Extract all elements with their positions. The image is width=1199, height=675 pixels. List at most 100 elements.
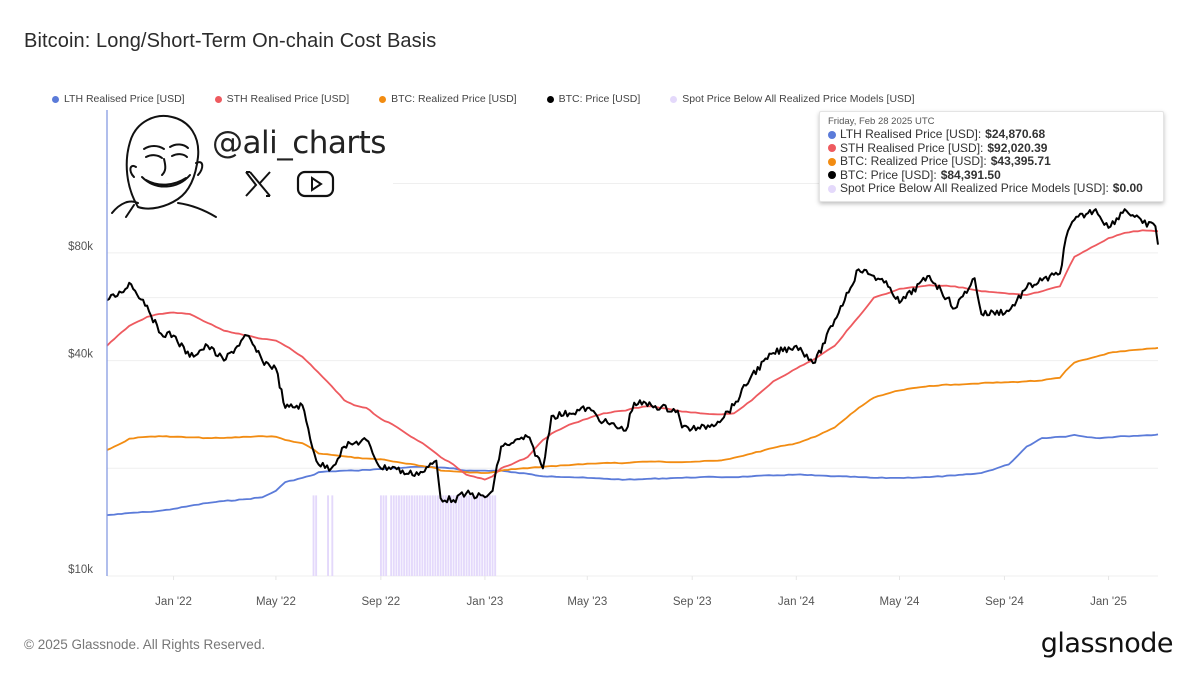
- grid-lines: [107, 183, 1158, 577]
- legend-label: Spot Price Below All Realized Price Mode…: [682, 93, 915, 105]
- youtube-icon: [296, 170, 335, 198]
- tooltip-value: $43,395.71: [990, 154, 1051, 168]
- series-lines: [106, 208, 1159, 516]
- x-tick-label: Sep '23: [673, 596, 712, 608]
- spot-below-band: [392, 495, 395, 576]
- tooltip-swatch-realized: [828, 157, 836, 166]
- spot-below-band: [395, 495, 398, 576]
- legend-item-realized[interactable]: BTC: Realized Price [USD]: [379, 93, 517, 105]
- spot-below-band: [385, 495, 388, 576]
- spot-below-band: [447, 495, 450, 576]
- spot-below-band: [327, 495, 329, 576]
- tooltip-row-price: BTC: Price [USD]: $84,391.50: [828, 167, 1163, 183]
- tooltip-label: BTC: Price [USD]:: [840, 167, 937, 182]
- spot-below-band: [390, 495, 393, 576]
- x-tick-label: Jan '22: [155, 596, 192, 608]
- spot-below-band: [470, 495, 473, 576]
- spot-below-band: [478, 495, 481, 576]
- tooltip-label: Spot Price Below All Realized Price Mode…: [840, 181, 1109, 195]
- tooltip-row-lth: LTH Realised Price [USD]: $24,870.68: [828, 127, 1163, 142]
- spot-below-band: [473, 495, 476, 576]
- spot-below-band: [434, 495, 437, 576]
- y-axis-ticks: $80k $40k $10k: [68, 241, 93, 576]
- legend-label: STH Realised Price [USD]: [226, 93, 350, 105]
- watermark: @ali_charts: [108, 107, 393, 219]
- y-tick-label: $10k: [68, 564, 93, 576]
- spot-below-band: [424, 495, 426, 576]
- y-tick-label: $40k: [68, 349, 93, 361]
- y-tick-label: $80k: [68, 241, 93, 253]
- legend-label: BTC: Realized Price [USD]: [391, 93, 517, 105]
- tooltip-label: BTC: Realized Price [USD]:: [840, 154, 987, 168]
- spot-below-band: [457, 495, 460, 576]
- tooltip-swatch-lth: [828, 130, 836, 139]
- tooltip-swatch-spot-below: [828, 184, 836, 193]
- series-line-sth-realised-price-usd[interactable]: [106, 229, 1158, 481]
- series-line-btc-price-usd[interactable]: [106, 208, 1159, 504]
- spot-below-band: [481, 495, 484, 576]
- legend-item-price[interactable]: BTC: Price [USD]: [546, 93, 641, 105]
- tooltip-date: Friday, Feb 28 2025 UTC: [828, 116, 935, 127]
- series-line-btc-realized-price-usd[interactable]: [106, 347, 1159, 474]
- spot-below-band: [379, 495, 382, 576]
- watermark-handle: @ali_charts: [212, 125, 386, 161]
- spot-below-band: [421, 495, 424, 576]
- spot-below-bands: [312, 495, 497, 576]
- spot-below-band: [382, 495, 385, 576]
- spot-below-band: [442, 495, 445, 576]
- footer-copyright: © 2025 Glassnode. All Rights Reserved.: [24, 637, 266, 652]
- x-tick-label: Sep '24: [985, 596, 1024, 608]
- tooltip-value: $84,391.50: [940, 167, 1001, 182]
- spot-below-band: [437, 495, 439, 576]
- x-logo-icon: [245, 171, 271, 197]
- tooltip-row-realized: BTC: Realized Price [USD]: $43,395.71: [828, 154, 1163, 169]
- spot-below-band: [312, 495, 315, 576]
- chart-legend: LTH Realised Price [USD] STH Realised Pr…: [52, 93, 945, 105]
- spot-below-band: [416, 495, 419, 576]
- tooltip-value: $24,870.68: [985, 127, 1046, 141]
- x-tick-label: Jan '23: [467, 596, 504, 608]
- spot-below-band: [408, 495, 411, 576]
- spot-below-band: [429, 495, 432, 576]
- tooltip-row-sth: STH Realised Price [USD]: $92,020.39: [828, 140, 1163, 156]
- spot-below-band: [418, 495, 421, 576]
- x-tick-label: Jan '24: [778, 596, 815, 608]
- tooltip: Friday, Feb 28 2025 UTC LTH Realised Pri…: [819, 111, 1164, 202]
- tooltip-label: LTH Realised Price [USD]:: [840, 127, 982, 141]
- spot-below-band: [398, 495, 400, 576]
- spot-below-band: [331, 495, 334, 576]
- x-tick-label: Sep '22: [362, 596, 401, 608]
- tooltip-value: $0.00: [1112, 181, 1143, 195]
- spot-below-band: [491, 495, 494, 576]
- spot-below-band: [405, 495, 408, 576]
- legend-label: LTH Realised Price [USD]: [64, 93, 185, 105]
- legend-item-spot-below[interactable]: Spot Price Below All Realized Price Mode…: [670, 93, 915, 105]
- tooltip-label: STH Realised Price [USD]:: [840, 140, 984, 155]
- tooltip-swatch-price: [828, 171, 836, 180]
- legend-swatch-sth: [214, 95, 222, 103]
- spot-below-band: [476, 495, 478, 576]
- legend-item-sth[interactable]: STH Realised Price [USD]: [214, 93, 350, 105]
- spot-below-band: [465, 495, 468, 576]
- glassnode-logo[interactable]: glassnode: [1040, 628, 1174, 659]
- legend-item-lth[interactable]: LTH Realised Price [USD]: [52, 93, 185, 105]
- legend-label: BTC: Price [USD]: [558, 93, 641, 105]
- tooltip-value: $92,020.39: [987, 140, 1048, 155]
- tooltip-swatch-sth: [828, 144, 836, 153]
- series-line-lth-realised-price-usd[interactable]: [106, 433, 1159, 516]
- spot-below-band: [483, 495, 486, 576]
- spot-below-band: [494, 495, 497, 576]
- spot-below-band: [439, 495, 442, 576]
- spot-below-band: [452, 495, 455, 576]
- spot-below-band: [444, 495, 447, 576]
- spot-below-band: [400, 495, 403, 576]
- legend-swatch-realized: [379, 95, 387, 103]
- x-tick-label: May '22: [256, 596, 296, 608]
- spot-below-band: [431, 495, 434, 576]
- meme-face-illustration: [111, 115, 217, 218]
- chart-title: Bitcoin: Long/Short-Term On-chain Cost B…: [24, 30, 437, 52]
- legend-swatch-price: [546, 95, 554, 103]
- x-tick-label: Jan '25: [1090, 596, 1127, 608]
- spot-below-band: [413, 495, 416, 576]
